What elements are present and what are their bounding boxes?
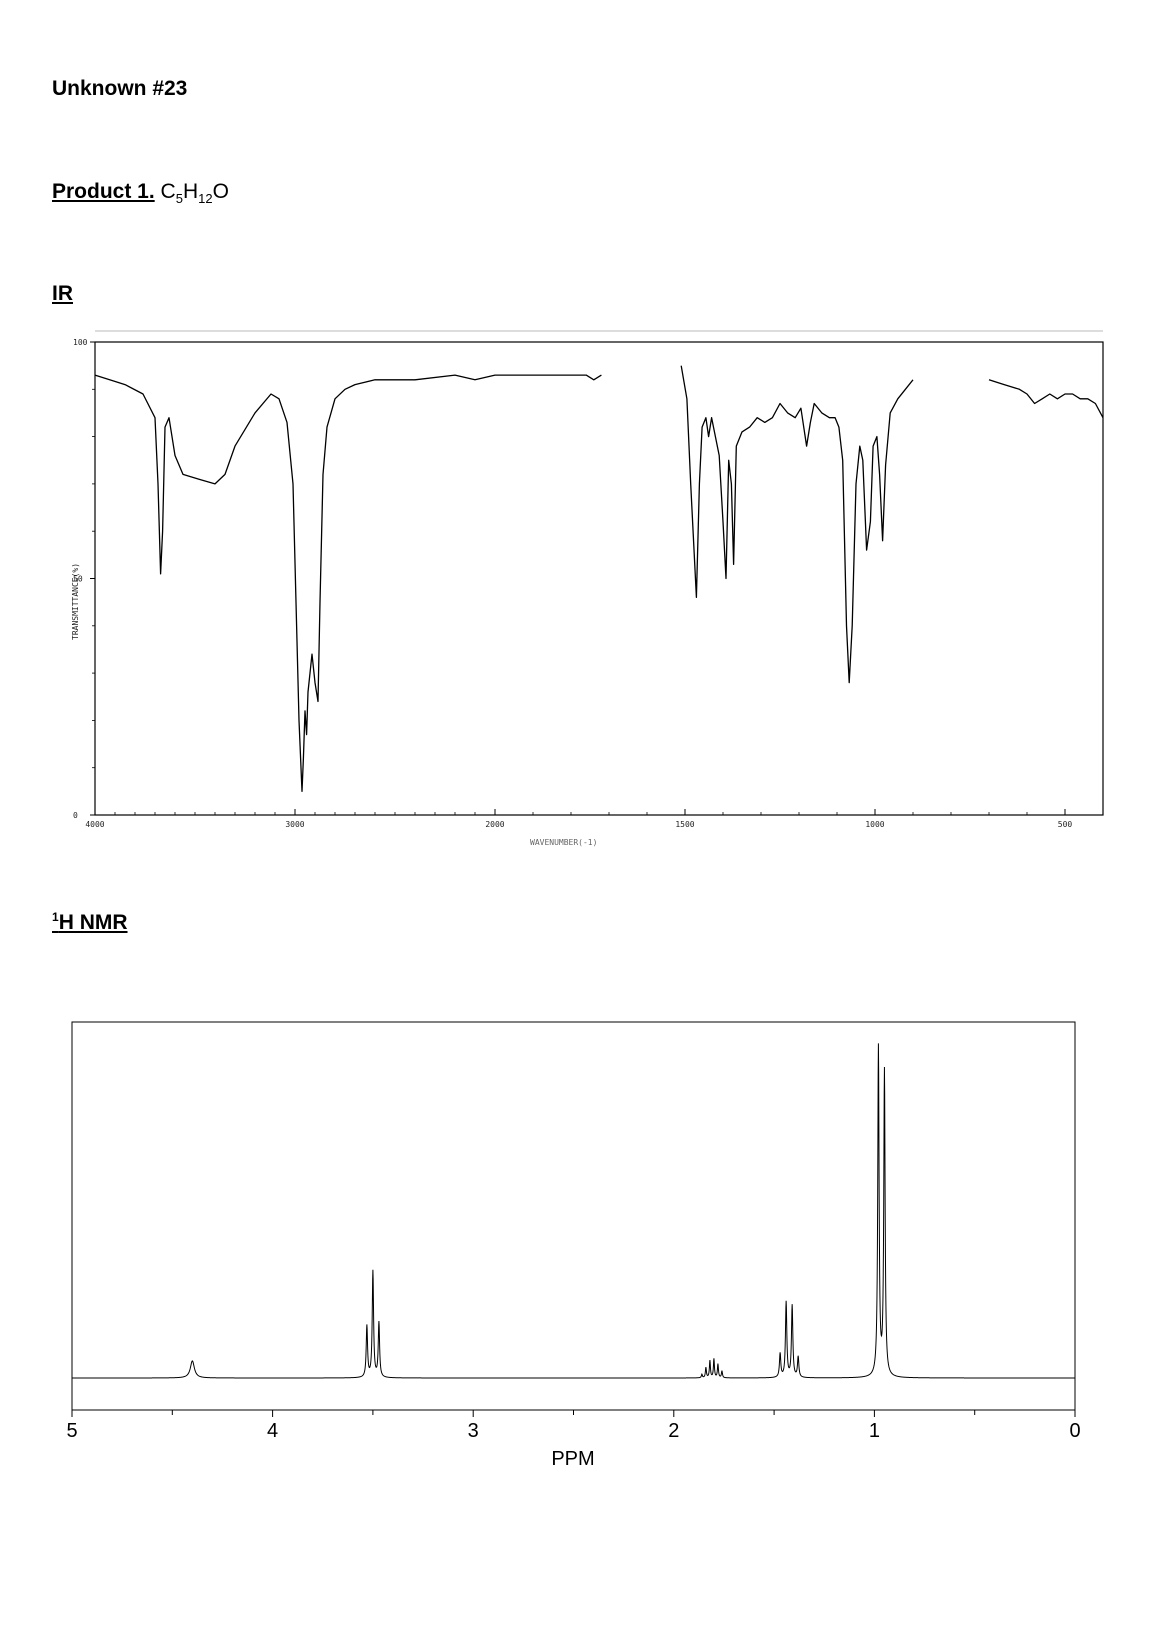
ir-x-tick-label: 3000 [285, 820, 304, 829]
ir-heading: IR [52, 282, 73, 305]
nmr-x-tick-label: 0 [1069, 1420, 1080, 1442]
ir-x-tick-label: 4000 [85, 820, 104, 829]
nmr-heading: 1H NMR [52, 910, 128, 935]
molecular-formula: C5H12O [160, 180, 229, 207]
ir-y-tick-label: 50 [73, 575, 83, 584]
nmr-superscript: 1 [52, 910, 59, 924]
ir-x-tick-label: 500 [1058, 820, 1073, 829]
product-heading: Product 1. C5H12O [52, 180, 229, 206]
nmr-x-tick-label: 1 [869, 1420, 880, 1442]
nmr-x-axis-title: PPM [551, 1448, 594, 1470]
formula-h: H [182, 180, 199, 203]
ir-y-ticks: 0 50 100 [73, 338, 95, 820]
ir-x-tick-label: 2000 [485, 820, 504, 829]
ir-series-segment [988, 379, 1104, 419]
ir-x-tick-label: 1500 [675, 820, 694, 829]
ir-series-segment [680, 365, 914, 684]
page-title: Unknown #23 [52, 77, 188, 100]
formula-c-count: 5 [175, 191, 183, 207]
formula-o: O [212, 180, 229, 203]
ir-y-axis-title: TRANSMITTANCE(%) [71, 563, 80, 640]
formula-h-count: 12 [198, 191, 213, 207]
ir-y-tick-label: 100 [73, 338, 88, 347]
nmr-series-line [72, 1043, 1075, 1379]
nmr-x-tick-label: 4 [267, 1420, 278, 1442]
nmr-x-tick-label: 3 [468, 1420, 479, 1442]
nmr-x-tick-label: 2 [668, 1420, 679, 1442]
ir-series [94, 365, 1104, 793]
ir-x-axis-title: WAVENUMBER(-1) [530, 838, 597, 847]
ir-y-tick-label: 0 [73, 811, 78, 820]
nmr-x-tick-label: 5 [66, 1420, 77, 1442]
nmr-heading-text: H NMR [58, 911, 128, 934]
ir-x-ticks: 4000 3000 2000 1500 1000 500 [85, 809, 1072, 829]
ir-series-segment [94, 374, 602, 793]
formula-c: C [160, 180, 176, 203]
nmr-x-ticks: 5 4 3 2 1 0 [66, 1410, 1081, 1442]
ir-x-tick-label: 1000 [865, 820, 884, 829]
product-label: Product 1. [52, 180, 155, 203]
nmr-plot-frame [71, 1021, 1076, 1411]
